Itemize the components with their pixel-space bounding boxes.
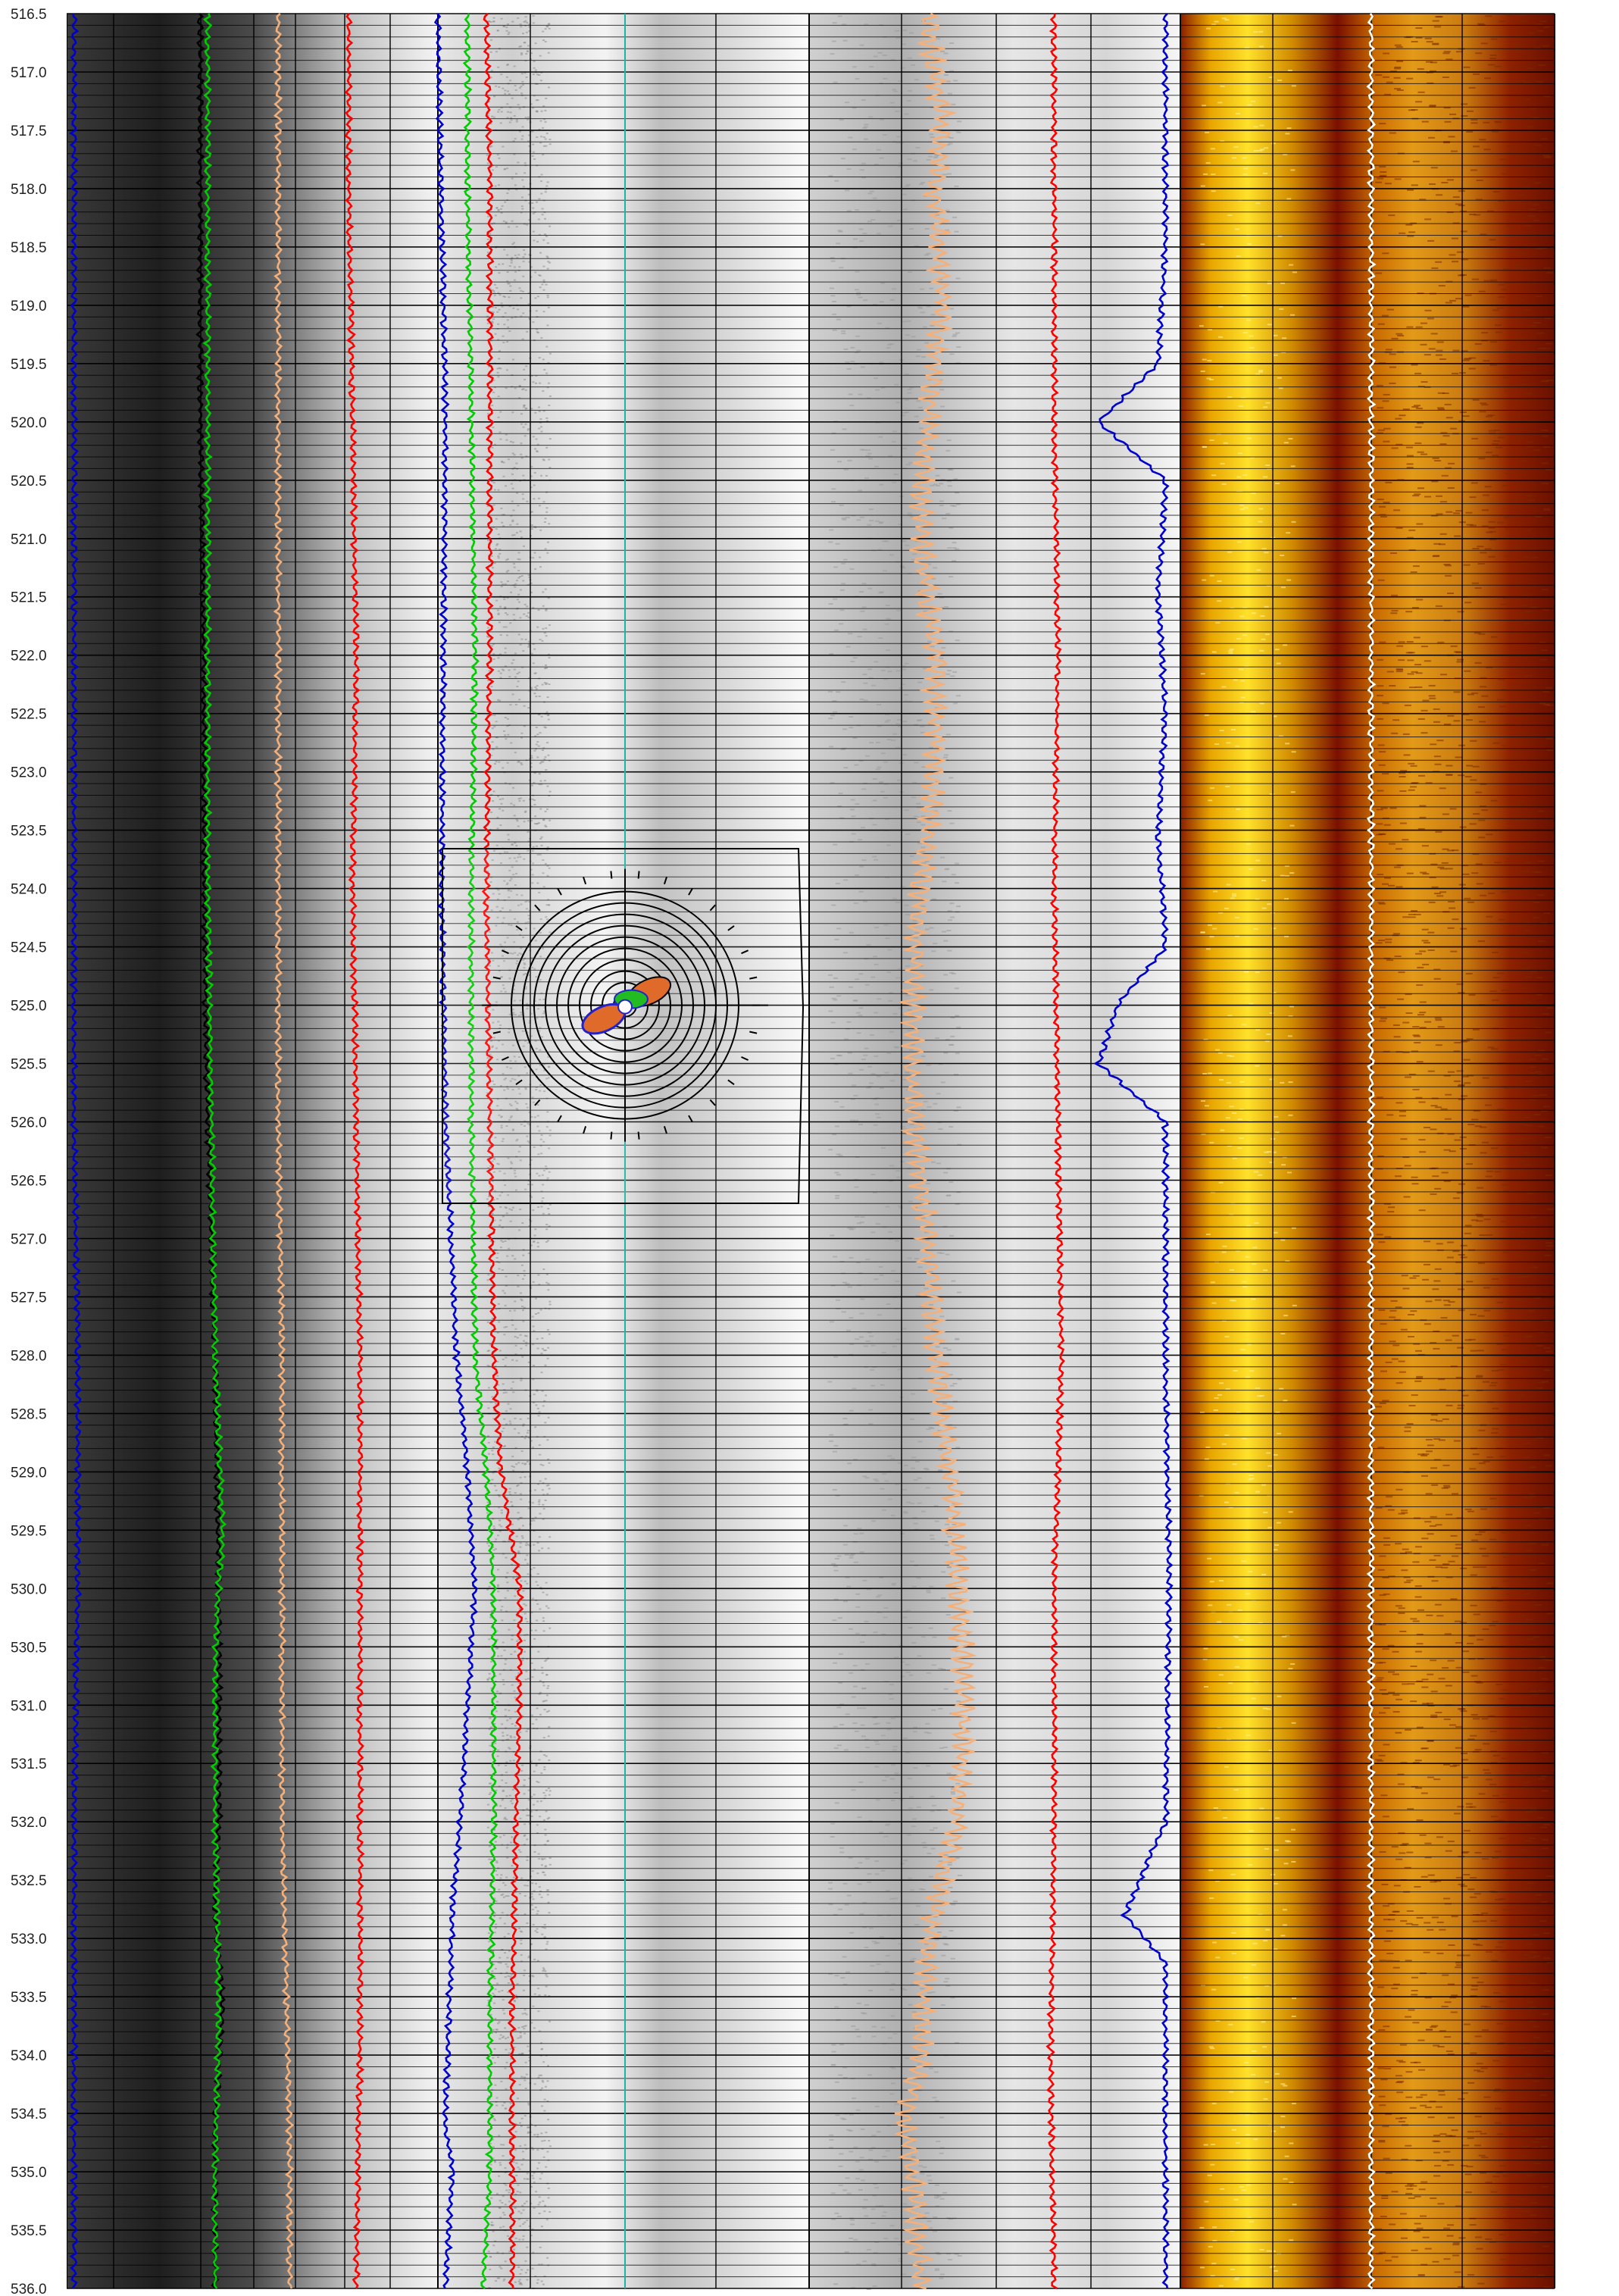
depth-tick-label: 534.5 — [11, 2107, 47, 2122]
depth-tick-label: 516.5 — [11, 7, 47, 23]
track-2-image — [438, 14, 809, 2288]
depth-tick-label: 517.0 — [11, 65, 47, 81]
stereonet-tick — [501, 1056, 509, 1061]
track-1-curve-1 — [202, 13, 227, 2289]
depth-tick-label: 526.5 — [11, 1174, 47, 1190]
depth-tick-label: 530.5 — [11, 1640, 47, 1656]
depth-tick-label: 521.5 — [11, 590, 47, 606]
stereonet-tick — [583, 876, 587, 885]
depth-tick-label: 528.0 — [11, 1348, 47, 1364]
stereonet-tick — [501, 949, 509, 955]
depth-tick-label: 531.5 — [11, 1756, 47, 1772]
track-2-curve-2 — [481, 13, 524, 2289]
stereonet-tick — [515, 925, 523, 931]
depth-tick-label: 529.0 — [11, 1465, 47, 1481]
depth-tick-label: 523.0 — [11, 765, 47, 781]
depth-tick-label: 525.0 — [11, 999, 47, 1015]
depth-tick-label: 523.5 — [11, 824, 47, 840]
stereonet-tick — [741, 1056, 749, 1061]
depth-tick-label: 536.0 — [11, 2282, 47, 2296]
track-1-curve-2 — [273, 13, 295, 2289]
depth-tick-label: 532.0 — [11, 1815, 47, 1831]
track-1-curve-0 — [195, 13, 226, 2290]
stereonet-tick — [749, 1031, 758, 1034]
depth-tick-label: 522.0 — [11, 649, 47, 665]
stereonet-tick — [492, 976, 501, 980]
depth-tick-label: 527.5 — [11, 1290, 47, 1306]
stereonet-frame — [442, 848, 805, 1204]
depth-tick-label: 519.0 — [11, 299, 47, 314]
depth-tick-label: 528.5 — [11, 1406, 47, 1422]
depth-tick-label: 534.0 — [11, 2048, 47, 2064]
stereonet-tick — [534, 1099, 541, 1106]
track-1-image — [67, 14, 438, 2288]
stereonet-tick — [663, 876, 667, 885]
depth-tick-label: 521.0 — [11, 532, 47, 548]
depth-tick-label: 535.5 — [11, 2223, 47, 2239]
stereonet-tick — [727, 1079, 735, 1086]
depth-tick-label: 532.5 — [11, 1873, 47, 1889]
track-3-curve-1 — [1045, 13, 1065, 2290]
stereonet-tick — [727, 925, 735, 931]
track-3-curve-0 — [893, 12, 977, 2290]
stereonet-tick — [557, 1115, 562, 1123]
depth-tick-label: 533.0 — [11, 1932, 47, 1947]
depth-tick-label: 520.0 — [11, 415, 47, 431]
depth-tick-label: 517.5 — [11, 124, 47, 139]
stereonet-tick — [557, 887, 562, 896]
depth-tick-label: 525.5 — [11, 1057, 47, 1073]
track-4-curve-0 — [1366, 13, 1377, 2290]
stereonet-tick — [515, 1079, 523, 1086]
depth-tick-label: 531.0 — [11, 1698, 47, 1714]
track-2-curve-0 — [433, 13, 478, 2289]
depth-tick-label: 526.0 — [11, 1115, 47, 1131]
stereonet-tick — [709, 1099, 716, 1106]
track-3-curve-2 — [1093, 13, 1174, 2289]
stereonet-tick — [583, 1125, 587, 1134]
depth-tick-label: 535.0 — [11, 2165, 47, 2181]
stereonet-tick — [492, 1031, 501, 1034]
stereonet-tick — [688, 1115, 693, 1123]
depth-tick-label: 522.5 — [11, 707, 47, 723]
depth-tick-label: 519.5 — [11, 357, 47, 373]
track-3-image — [809, 14, 1180, 2288]
stereonet-tick — [688, 887, 693, 896]
depth-track — [0, 0, 67, 2296]
depth-tick-label: 529.5 — [11, 1523, 47, 1539]
stereonet-tick — [741, 949, 749, 955]
depth-tick-label: 524.0 — [11, 882, 47, 898]
stereonet-tick — [709, 904, 716, 912]
depth-tick-label: 518.5 — [11, 240, 47, 256]
stereonet-tick — [749, 976, 758, 980]
stereonet-tick — [534, 904, 541, 912]
stereonet-tick — [663, 1125, 667, 1134]
pole-center — [617, 999, 633, 1015]
depth-tick-label: 527.0 — [11, 1232, 47, 1248]
depth-tick-label: 520.5 — [11, 474, 47, 490]
depth-tick-label: 530.0 — [11, 1581, 47, 1597]
track-2-curve-1 — [462, 13, 499, 2289]
track-1-curve-4 — [69, 13, 83, 2289]
track-4-image — [1180, 14, 1555, 2288]
depth-tick-label: 524.5 — [11, 940, 47, 956]
track-1-curve-3 — [344, 13, 365, 2289]
depth-tick-label: 533.5 — [11, 1990, 47, 2006]
depth-tick-label: 518.0 — [11, 182, 47, 198]
